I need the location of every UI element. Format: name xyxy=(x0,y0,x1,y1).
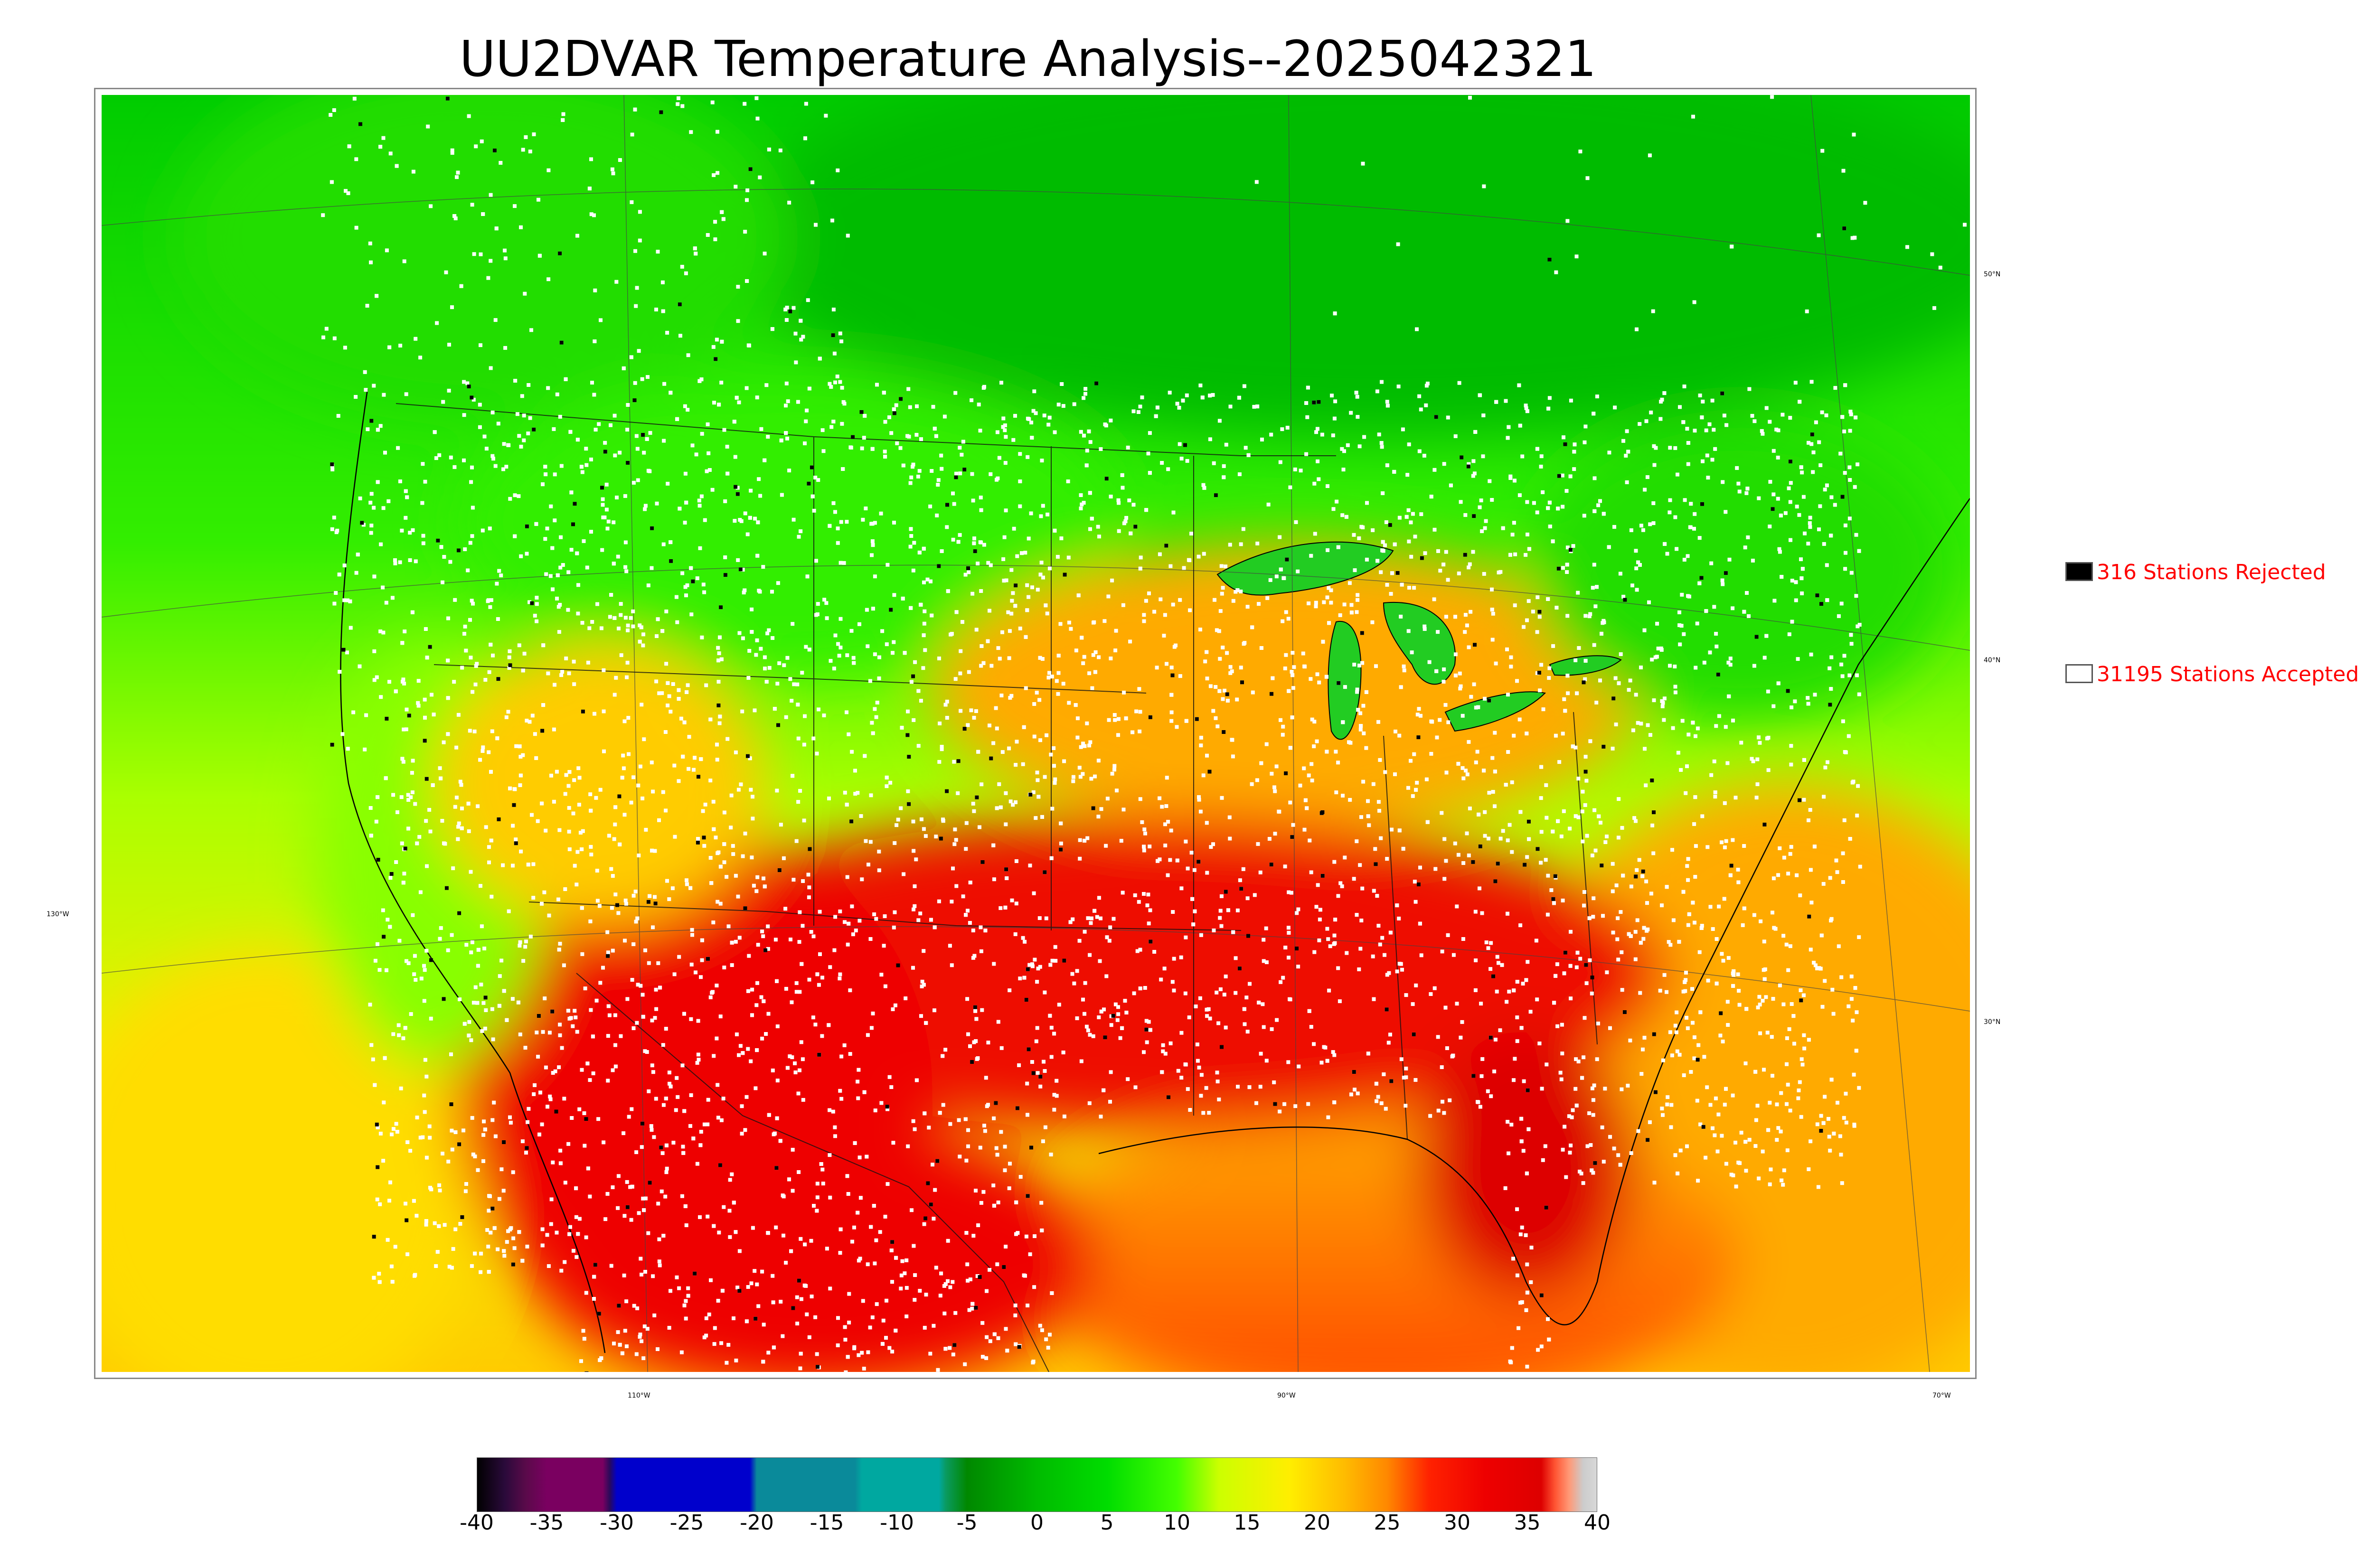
colorbar-tick-label: -15 xyxy=(810,1511,844,1535)
colorbar-tick-label: -40 xyxy=(460,1511,494,1535)
lat-label-50n: 50°N xyxy=(1984,271,2001,278)
colorbar-tick-label: 20 xyxy=(1304,1511,1330,1535)
lat-label-40n: 40°N xyxy=(1984,657,2001,664)
colorbar-tick-label: 30 xyxy=(1444,1511,1470,1535)
colorbar-tick-label: -20 xyxy=(740,1511,774,1535)
lake-superior xyxy=(1216,541,1394,596)
colorbar-tick-label: 0 xyxy=(1030,1511,1044,1535)
lon-label-110w: 110°W xyxy=(628,1392,650,1399)
rejected-swatch xyxy=(2065,562,2093,581)
lon-label-90w: 90°W xyxy=(1277,1392,1296,1399)
rejected-label: 316 Stations Rejected xyxy=(2097,560,2326,584)
political-borders xyxy=(396,403,1598,1372)
accepted-stations xyxy=(321,95,1967,1372)
great-lakes xyxy=(1216,541,1622,740)
lake-ontario xyxy=(1549,655,1622,676)
colorbar-tick-label: -10 xyxy=(880,1511,914,1535)
lon-label-70w: 70°W xyxy=(1932,1392,1951,1399)
map-title: UU2DVAR Temperature Analysis--2025042321 xyxy=(459,30,1597,88)
colorbar-tick-label: 10 xyxy=(1164,1511,1190,1535)
colorbar-tick-label: -25 xyxy=(669,1511,704,1535)
lon-label-130w: 130°W xyxy=(47,911,69,918)
lake-erie xyxy=(1444,691,1546,732)
temperature-colorbar xyxy=(477,1457,1597,1512)
colorbar-tick-label: 5 xyxy=(1100,1511,1114,1535)
lat-label-30n: 30°N xyxy=(1984,1018,2001,1026)
colorbar-tick-label: 35 xyxy=(1514,1511,1541,1535)
graticule xyxy=(102,95,1970,1372)
lake-michigan xyxy=(1328,620,1362,740)
temperature-field xyxy=(102,95,1970,1372)
colorbar-fill xyxy=(477,1457,1597,1512)
lake-huron xyxy=(1383,601,1456,685)
temperature-analysis-map[interactable] xyxy=(102,95,1970,1372)
colorbar-tick-label: -5 xyxy=(956,1511,978,1535)
colorbar-tick-label: -30 xyxy=(600,1511,634,1535)
rejected-stations xyxy=(330,96,1846,1372)
colorbar-tick-label: 40 xyxy=(1584,1511,1611,1535)
colorbar-tick-label: 15 xyxy=(1234,1511,1261,1535)
accepted-label: 31195 Stations Accepted xyxy=(2097,662,2359,686)
colorbar-tick-label: 25 xyxy=(1374,1511,1401,1535)
accepted-swatch xyxy=(2065,664,2093,683)
colorbar-tick-label: -35 xyxy=(529,1511,564,1535)
coastline xyxy=(340,389,1970,1353)
